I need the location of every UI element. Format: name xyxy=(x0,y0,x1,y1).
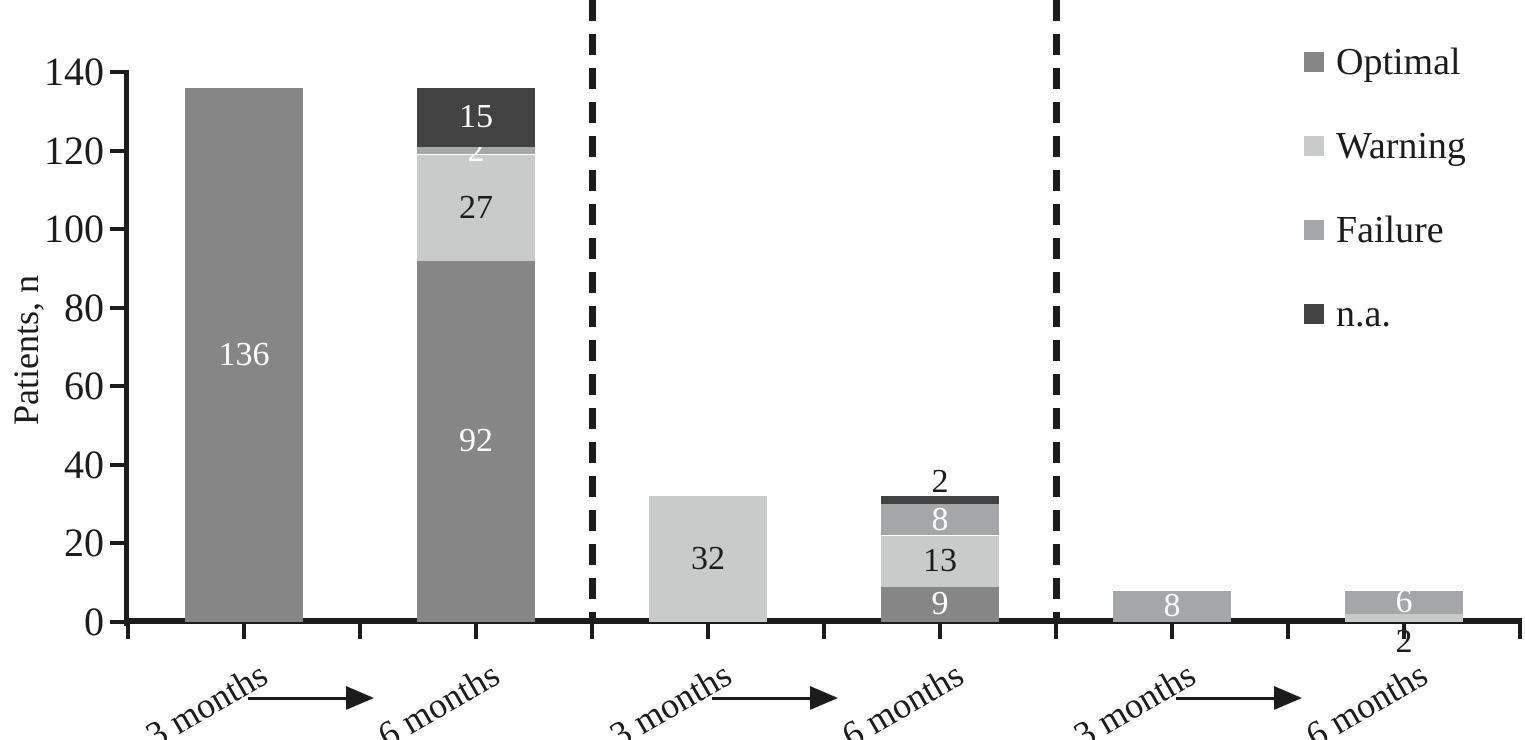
group-separator xyxy=(1053,0,1060,620)
y-axis-tick xyxy=(110,148,124,153)
arrow-head-icon xyxy=(810,686,838,710)
legend-swatch-icon xyxy=(1304,136,1324,156)
bar-value-label: 8 xyxy=(931,500,949,538)
x-axis-tick xyxy=(1054,624,1058,639)
transition-arrow xyxy=(248,686,376,710)
bar-value-label: 9 xyxy=(931,585,949,623)
legend-item: Optimal xyxy=(1304,38,1525,86)
bar-segment xyxy=(417,146,535,155)
bar-segment xyxy=(185,87,303,622)
y-axis-tick xyxy=(110,384,124,389)
bar-value-label: 2 xyxy=(1395,623,1413,660)
bar-segment xyxy=(1345,614,1463,622)
y-axis-tick xyxy=(110,227,124,232)
group-separator xyxy=(589,0,596,620)
y-tick-label: 120 xyxy=(44,127,104,173)
x-axis-tick xyxy=(1286,624,1290,639)
arrow-head-icon xyxy=(346,686,374,710)
bar-value-label: 2 xyxy=(931,463,949,501)
y-tick-label: 60 xyxy=(64,363,104,409)
bar-segment xyxy=(1113,590,1231,622)
x-axis-line xyxy=(124,618,1522,624)
y-tick-label: 140 xyxy=(44,49,104,94)
bar-segment xyxy=(881,535,999,587)
bar-segment xyxy=(649,496,767,622)
bar-segment xyxy=(417,260,535,622)
bar-segment xyxy=(417,87,535,147)
y-tick-label: 40 xyxy=(64,441,104,487)
x-axis-tick xyxy=(1518,624,1522,639)
arrow-line xyxy=(712,697,812,700)
bar-value-label: 13 xyxy=(923,542,957,580)
legend-swatch-icon xyxy=(1304,304,1324,324)
legend-label: Failure xyxy=(1336,209,1444,251)
y-tick-label: 20 xyxy=(64,520,104,566)
bar-value-label: 32 xyxy=(691,540,725,578)
y-axis-tick xyxy=(110,620,124,624)
transition-arrow xyxy=(1176,686,1304,710)
x-axis-tick xyxy=(822,624,826,639)
x-axis-tick xyxy=(1402,624,1406,639)
y-axis-tick xyxy=(110,305,124,310)
arrow-line xyxy=(1176,697,1276,700)
x-axis-tick xyxy=(1170,624,1174,639)
bar-segment xyxy=(1345,590,1463,615)
bar-segment xyxy=(881,586,999,622)
y-axis-tick xyxy=(110,70,124,74)
bar-value-label: 8 xyxy=(1163,587,1181,625)
bar-value-label: 136 xyxy=(218,335,270,373)
bar-value-label: 27 xyxy=(459,188,493,226)
y-tick-label: 0 xyxy=(84,599,104,644)
x-axis-tick xyxy=(474,624,478,639)
y-axis-tick xyxy=(110,462,124,467)
bar-segment xyxy=(881,504,999,536)
bar-value-label: 15 xyxy=(459,98,493,136)
legend-item: n.a. xyxy=(1304,290,1525,338)
legend-label: Warning xyxy=(1336,125,1466,167)
y-tick-label: 80 xyxy=(64,284,104,330)
x-axis-tick xyxy=(938,624,942,639)
x-axis-tick xyxy=(126,624,130,639)
x-category-label: 6 months xyxy=(370,654,506,740)
legend-item: Failure xyxy=(1304,206,1525,254)
legend-swatch-icon xyxy=(1304,52,1324,72)
legend-item: Warning xyxy=(1304,122,1525,170)
legend: Optimal Warning Failure n.a. xyxy=(1304,38,1525,368)
x-category-label: 6 months xyxy=(834,654,970,740)
legend-label: Optimal xyxy=(1336,41,1461,83)
bar-segment xyxy=(881,496,999,505)
x-axis-tick xyxy=(242,624,246,639)
legend-label: n.a. xyxy=(1336,293,1391,335)
arrow-line xyxy=(248,697,348,700)
arrow-head-icon xyxy=(1274,686,1302,710)
legend-swatch-icon xyxy=(1304,220,1324,240)
x-axis-tick xyxy=(358,624,362,639)
x-axis-tick xyxy=(590,624,594,639)
bar-segment xyxy=(417,154,535,261)
transition-arrow xyxy=(712,686,840,710)
bar-value-label: 6 xyxy=(1395,583,1413,621)
y-axis-line xyxy=(124,70,129,626)
x-axis-tick xyxy=(706,624,710,639)
y-axis-tick xyxy=(110,541,124,546)
y-tick-label: 100 xyxy=(44,206,104,252)
bar-value-label: 92 xyxy=(459,422,493,460)
x-category-label: 6 months xyxy=(1298,654,1434,740)
